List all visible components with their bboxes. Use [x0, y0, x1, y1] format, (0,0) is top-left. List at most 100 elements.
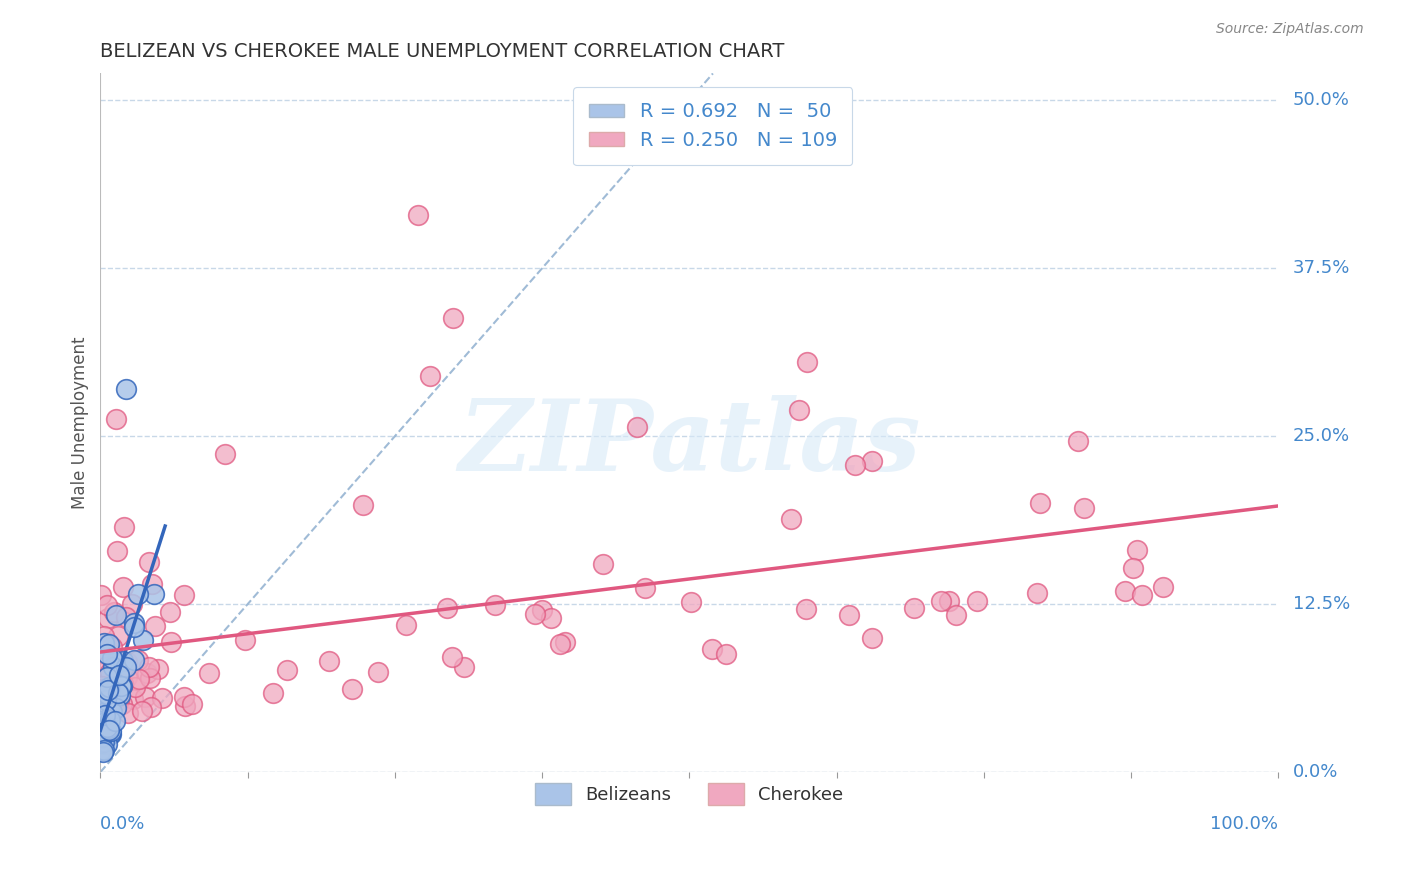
Point — [139, 700, 162, 714]
Point — [111, 679, 134, 693]
Point — [844, 458, 866, 473]
Point — [96, 737, 118, 751]
Point — [681, 595, 703, 609]
Text: Source: ZipAtlas.com: Source: ZipAtlas.com — [1216, 22, 1364, 37]
Point — [104, 700, 127, 714]
Point — [108, 689, 131, 703]
Point — [94, 707, 117, 722]
Point — [94, 714, 117, 729]
Point — [101, 650, 124, 665]
Point — [441, 650, 464, 665]
Point — [592, 557, 614, 571]
Text: 37.5%: 37.5% — [1292, 260, 1350, 277]
Point — [540, 610, 562, 624]
Point — [90, 706, 112, 721]
Point — [124, 680, 146, 694]
Point — [136, 665, 159, 680]
Point — [122, 620, 145, 634]
Point — [138, 659, 160, 673]
Point — [93, 647, 115, 661]
Point — [143, 586, 166, 600]
Point — [159, 605, 181, 619]
Point — [276, 663, 298, 677]
Point — [173, 690, 195, 704]
Point — [340, 682, 363, 697]
Point — [97, 701, 120, 715]
Point — [779, 512, 801, 526]
Point — [115, 660, 138, 674]
Point — [111, 580, 134, 594]
Point — [138, 555, 160, 569]
Point — [98, 690, 121, 705]
Point — [453, 659, 475, 673]
Point — [97, 611, 120, 625]
Point — [93, 660, 115, 674]
Point — [554, 634, 576, 648]
Point — [700, 642, 723, 657]
Point — [111, 698, 134, 712]
Legend: Belizeans, Cherokee: Belizeans, Cherokee — [529, 775, 851, 812]
Point — [94, 692, 117, 706]
Point — [91, 679, 114, 693]
Point — [96, 670, 118, 684]
Point — [97, 637, 120, 651]
Text: BELIZEAN VS CHEROKEE MALE UNEMPLOYMENT CORRELATION CHART: BELIZEAN VS CHEROKEE MALE UNEMPLOYMENT C… — [100, 42, 785, 61]
Point — [101, 640, 124, 654]
Point — [90, 743, 112, 757]
Point — [94, 701, 117, 715]
Point — [262, 686, 284, 700]
Point — [1114, 584, 1136, 599]
Point — [105, 544, 128, 558]
Point — [1130, 588, 1153, 602]
Point — [903, 601, 925, 615]
Point — [122, 616, 145, 631]
Point — [1073, 500, 1095, 515]
Point — [634, 581, 657, 595]
Point — [146, 662, 169, 676]
Point — [160, 634, 183, 648]
Point — [100, 706, 122, 720]
Point — [98, 665, 121, 680]
Point — [103, 605, 125, 619]
Point — [124, 652, 146, 666]
Point — [97, 680, 120, 694]
Point — [107, 685, 129, 699]
Point — [94, 677, 117, 691]
Point — [91, 745, 114, 759]
Point — [1026, 586, 1049, 600]
Point — [98, 723, 121, 737]
Point — [90, 736, 112, 750]
Point — [96, 687, 118, 701]
Point — [530, 603, 553, 617]
Point — [94, 721, 117, 735]
Point — [1066, 434, 1088, 449]
Point — [90, 707, 112, 722]
Point — [441, 311, 464, 326]
Y-axis label: Male Unemployment: Male Unemployment — [72, 336, 89, 509]
Point — [97, 636, 120, 650]
Point — [938, 593, 960, 607]
Point — [90, 737, 112, 751]
Point — [128, 672, 150, 686]
Text: 50.0%: 50.0% — [1292, 91, 1350, 110]
Point — [945, 607, 967, 622]
Point — [91, 682, 114, 697]
Point — [395, 618, 418, 632]
Point — [484, 598, 506, 612]
Point — [104, 714, 127, 728]
Point — [103, 659, 125, 673]
Point — [1126, 543, 1149, 558]
Point — [107, 629, 129, 643]
Point — [90, 673, 112, 687]
Point — [198, 665, 221, 680]
Point — [408, 207, 430, 221]
Point — [524, 607, 547, 622]
Point — [131, 704, 153, 718]
Point — [98, 721, 121, 735]
Text: 12.5%: 12.5% — [1292, 595, 1350, 613]
Point — [180, 697, 202, 711]
Text: 25.0%: 25.0% — [1292, 427, 1350, 445]
Point — [716, 647, 738, 661]
Point — [105, 608, 128, 623]
Point — [93, 735, 115, 749]
